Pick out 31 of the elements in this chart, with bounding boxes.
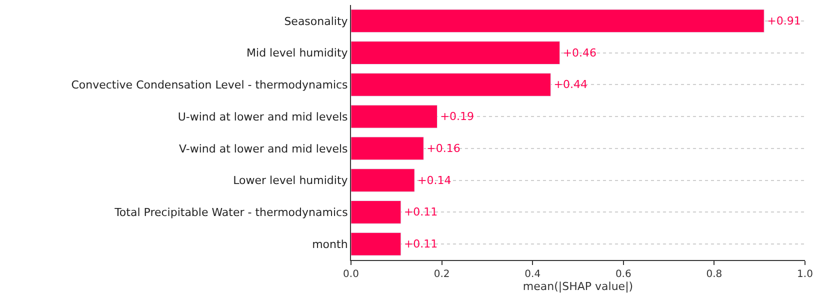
y-tick-label: U-wind at lower and mid levels bbox=[178, 110, 348, 124]
bar bbox=[351, 136, 424, 160]
data-label: +0.16 bbox=[426, 142, 460, 155]
data-label: +0.14 bbox=[418, 174, 452, 187]
y-tick-label: V-wind at lower and mid levels bbox=[178, 142, 348, 156]
bar bbox=[351, 200, 402, 224]
x-tick-label: 0.6 bbox=[615, 269, 632, 280]
x-tick-label: 0.8 bbox=[706, 269, 722, 280]
bar bbox=[351, 168, 415, 192]
x-tick-label: 1.0 bbox=[797, 269, 813, 280]
x-tick-label: 0.2 bbox=[434, 269, 450, 280]
bar bbox=[351, 232, 402, 256]
y-tick-label: Convective Condensation Level - thermodynamics bbox=[71, 78, 348, 92]
x-axis-title: mean(|SHAP value|) bbox=[522, 280, 634, 293]
bar bbox=[351, 41, 560, 65]
y-tick-label: month bbox=[312, 238, 348, 251]
x-tick-label: 0.0 bbox=[343, 269, 359, 280]
data-label: +0.46 bbox=[562, 46, 597, 60]
data-label: +0.11 bbox=[404, 238, 438, 251]
bar bbox=[351, 104, 438, 128]
bar bbox=[351, 72, 552, 96]
data-label: +0.44 bbox=[554, 78, 588, 92]
y-tick-label: Seasonality bbox=[284, 14, 348, 28]
data-label: +0.19 bbox=[440, 110, 474, 124]
y-tick-label: Lower level humidity bbox=[233, 174, 348, 188]
x-tick-label: 0.4 bbox=[524, 269, 541, 280]
data-label: +0.91 bbox=[767, 14, 801, 28]
bar bbox=[351, 9, 764, 33]
data-label: +0.11 bbox=[404, 206, 438, 219]
y-tick-label: Total Precipitable Water - thermodynamics bbox=[114, 206, 348, 220]
y-tick-label: Mid level humidity bbox=[246, 46, 348, 60]
